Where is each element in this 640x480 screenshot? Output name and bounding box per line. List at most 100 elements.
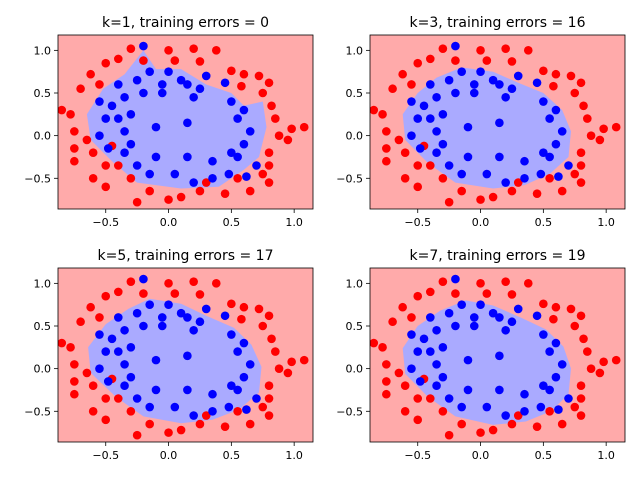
point-blue bbox=[189, 92, 198, 102]
points bbox=[58, 41, 309, 207]
point-red bbox=[254, 71, 264, 81]
point-red bbox=[611, 122, 621, 132]
point-blue bbox=[551, 139, 561, 149]
point-red bbox=[407, 80, 416, 89]
point-red bbox=[82, 368, 92, 378]
point-red bbox=[88, 173, 98, 183]
point-blue bbox=[520, 173, 529, 183]
point-red bbox=[126, 173, 136, 183]
point-blue bbox=[101, 114, 111, 123]
point-blue bbox=[415, 377, 425, 386]
point-red bbox=[378, 343, 387, 352]
point-blue bbox=[227, 330, 236, 339]
subplot-1: −0.5 0.0 0.5 1.0 −0.5 0.0 0.5 1.0 k=1, training … bbox=[24, 15, 314, 229]
point-blue bbox=[463, 355, 473, 365]
point-red bbox=[595, 135, 605, 145]
point-red bbox=[101, 182, 111, 192]
point-blue bbox=[233, 385, 242, 395]
point-red bbox=[549, 81, 558, 91]
x-tick-label: 0.0 bbox=[472, 216, 490, 229]
point-red bbox=[58, 105, 67, 115]
point-blue bbox=[432, 127, 441, 136]
point-blue bbox=[157, 313, 167, 322]
point-blue bbox=[539, 330, 548, 339]
point-red bbox=[579, 101, 588, 111]
point-blue bbox=[132, 394, 142, 403]
point-blue bbox=[95, 364, 104, 373]
point-blue bbox=[95, 131, 104, 140]
point-blue bbox=[413, 347, 423, 356]
point-blue bbox=[551, 338, 561, 348]
point-red bbox=[523, 279, 533, 288]
point-red bbox=[570, 402, 580, 412]
point-red bbox=[145, 419, 154, 429]
subplot-title: k=3, training errors = 16 bbox=[410, 15, 586, 31]
point-red bbox=[267, 101, 276, 111]
point-blue bbox=[407, 131, 416, 140]
point-red bbox=[164, 279, 173, 288]
point-red bbox=[382, 127, 391, 136]
point-blue bbox=[501, 92, 510, 102]
point-blue bbox=[242, 405, 251, 414]
point-blue bbox=[201, 304, 211, 314]
point-blue bbox=[157, 80, 167, 89]
point-red bbox=[576, 311, 586, 321]
point-blue bbox=[107, 334, 117, 344]
point-blue bbox=[425, 80, 435, 89]
point-blue bbox=[545, 152, 554, 162]
point-blue bbox=[432, 325, 441, 335]
point-blue bbox=[507, 84, 517, 94]
point-red bbox=[88, 406, 98, 416]
point-red bbox=[283, 368, 293, 378]
point-red bbox=[267, 334, 276, 344]
point-red bbox=[254, 304, 264, 314]
point-red bbox=[539, 66, 548, 76]
region-blue bbox=[402, 67, 571, 189]
point-blue bbox=[451, 41, 460, 51]
point-blue bbox=[539, 148, 548, 158]
point-red bbox=[413, 415, 423, 425]
point-red bbox=[595, 368, 605, 378]
point-red bbox=[233, 406, 242, 416]
point-red bbox=[245, 186, 255, 196]
point-blue bbox=[139, 41, 148, 51]
x-tick-label: 0.0 bbox=[472, 449, 490, 462]
point-red bbox=[382, 360, 391, 369]
point-red bbox=[70, 389, 79, 399]
point-blue bbox=[451, 321, 460, 331]
point-red bbox=[88, 381, 98, 391]
point-blue bbox=[557, 127, 567, 136]
point-blue bbox=[469, 321, 479, 331]
point-blue bbox=[444, 75, 454, 85]
point-red bbox=[438, 173, 448, 183]
point-red bbox=[258, 169, 268, 179]
point-blue bbox=[451, 274, 460, 284]
point-red bbox=[126, 277, 136, 286]
point-red bbox=[576, 148, 586, 158]
point-red bbox=[576, 178, 586, 187]
point-red bbox=[425, 287, 435, 297]
point-blue bbox=[564, 394, 573, 403]
point-red bbox=[201, 178, 211, 187]
point-red bbox=[82, 135, 92, 145]
point-red bbox=[170, 289, 180, 298]
point-red bbox=[501, 277, 510, 286]
point-red bbox=[551, 302, 561, 312]
axes-frame bbox=[57, 267, 314, 443]
point-blue bbox=[444, 308, 454, 318]
point-blue bbox=[189, 411, 198, 420]
y-tick-label: 0.0 bbox=[346, 363, 364, 376]
point-blue bbox=[463, 122, 473, 132]
point-blue bbox=[545, 347, 554, 356]
point-red bbox=[507, 419, 517, 429]
point-red bbox=[400, 148, 410, 158]
point-red bbox=[425, 54, 435, 64]
point-red bbox=[211, 46, 221, 55]
point-blue bbox=[170, 169, 180, 179]
point-blue bbox=[201, 71, 211, 81]
point-blue bbox=[252, 161, 261, 170]
point-blue bbox=[183, 313, 192, 322]
point-blue bbox=[444, 394, 454, 403]
point-blue bbox=[488, 308, 498, 318]
point-blue bbox=[120, 360, 129, 369]
